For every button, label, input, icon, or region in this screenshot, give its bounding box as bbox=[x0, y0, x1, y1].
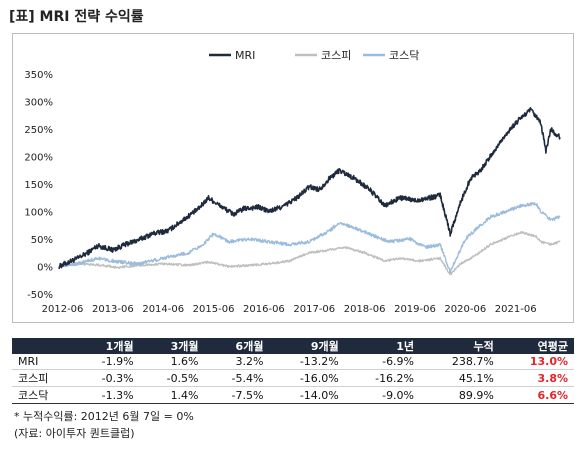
y-tick-label: 350% bbox=[24, 70, 53, 81]
x-tick-label: 2013-06 bbox=[92, 304, 134, 315]
legend-label: 코스피 bbox=[321, 49, 351, 62]
legend-label: 코스닥 bbox=[389, 49, 419, 62]
table-cell: -9.0% bbox=[344, 386, 421, 404]
table-cell: 3.2% bbox=[204, 354, 270, 370]
x-tick-label: 2018-06 bbox=[344, 304, 386, 315]
table-header-cell: 연평균 bbox=[499, 338, 574, 354]
table-row: 코스피 -0.3% -0.5% -5.4% -16.0% -16.2% 45.1… bbox=[12, 369, 574, 387]
x-tick-label: 2012-06 bbox=[42, 304, 84, 315]
table-cell-highlight: 3.8% bbox=[499, 369, 574, 387]
table-cell: -0.5% bbox=[139, 369, 205, 387]
footnote: * 누적수익률: 2012년 6월 7일 = 0% bbox=[14, 410, 194, 423]
table-row: MRI -1.9% 1.6% 3.2% -13.2% -6.9% 238.7% … bbox=[12, 354, 574, 370]
table-header-cell: 3개월 bbox=[139, 338, 205, 354]
y-tick-label: 300% bbox=[24, 98, 53, 109]
line-chart: -50% 0% 50% 100% 150% 200% 250% 300% 350% 2012-06… bbox=[24, 49, 561, 315]
row-label: 코스피 bbox=[12, 369, 75, 387]
table-cell: 89.9% bbox=[420, 386, 500, 404]
row-label: 코스닥 bbox=[12, 386, 75, 404]
y-tick-label: 50% bbox=[31, 235, 53, 246]
y-tick-label: -50% bbox=[27, 290, 53, 301]
table-header-row: 1개월 3개월 6개월 9개월 1년 누적 연평균 bbox=[12, 338, 574, 354]
table-cell: -16.2% bbox=[344, 369, 421, 387]
table-header-cell: 1개월 bbox=[74, 338, 140, 354]
table-cell: -14.0% bbox=[269, 386, 345, 404]
table-row: 코스닥 -1.3% 1.4% -7.5% -14.0% -9.0% 89.9% … bbox=[12, 386, 574, 404]
legend-label: MRI bbox=[235, 49, 255, 62]
x-tick-label: 2016-06 bbox=[243, 304, 285, 315]
table-cell: 45.1% bbox=[420, 369, 500, 387]
table-cell-highlight: 13.0% bbox=[499, 354, 574, 370]
table-header-cell: 6개월 bbox=[204, 338, 270, 354]
table-cell: -7.5% bbox=[204, 386, 270, 404]
chart-title: [표] MRI 전략 수익률 bbox=[9, 9, 144, 25]
x-tick-label: 2015-06 bbox=[193, 304, 235, 315]
x-tick-label: 2014-06 bbox=[142, 304, 184, 315]
chart-frame: -50% 0% 50% 100% 150% 200% 250% 300% 350% 2012-06… bbox=[12, 33, 574, 323]
table-cell: 1.6% bbox=[139, 354, 205, 370]
table-cell-highlight: 6.6% bbox=[499, 386, 574, 404]
series-line-kospi bbox=[58, 230, 561, 276]
x-tick-label: 2021-06 bbox=[495, 304, 537, 315]
table-header-cell: 누적 bbox=[420, 338, 500, 354]
table-cell: -13.2% bbox=[269, 354, 345, 370]
table-cell: -16.0% bbox=[269, 369, 345, 387]
row-label: MRI bbox=[12, 354, 75, 370]
y-tick-label: 100% bbox=[24, 208, 53, 219]
table-cell: -5.4% bbox=[204, 369, 270, 387]
performance-table: 1개월 3개월 6개월 9개월 1년 누적 연평균 MRI -1.9% 1.6%… bbox=[12, 338, 574, 404]
table-cell: 238.7% bbox=[420, 354, 500, 370]
table-cell: -0.3% bbox=[74, 369, 140, 387]
y-tick-label: 250% bbox=[24, 125, 53, 136]
table-cell: 1.4% bbox=[139, 386, 205, 404]
y-tick-label: 200% bbox=[24, 153, 53, 164]
table-cell: -1.3% bbox=[74, 386, 140, 404]
x-tick-label: 2020-06 bbox=[444, 304, 486, 315]
y-tick-label: 0% bbox=[37, 263, 53, 274]
table-cell: -6.9% bbox=[344, 354, 421, 370]
table-header-cell bbox=[12, 338, 75, 354]
source-note: (자료: 아이투자 퀀트클럽) bbox=[14, 427, 135, 440]
table-header-cell: 1년 bbox=[344, 338, 421, 354]
series-line-mri bbox=[58, 107, 561, 270]
x-tick-label: 2017-06 bbox=[293, 304, 335, 315]
table-header-cell: 9개월 bbox=[269, 338, 345, 354]
table-cell: -1.9% bbox=[74, 354, 140, 370]
y-tick-label: 150% bbox=[24, 180, 53, 191]
series-line-kosdaq bbox=[58, 202, 561, 274]
x-tick-label: 2019-06 bbox=[394, 304, 436, 315]
